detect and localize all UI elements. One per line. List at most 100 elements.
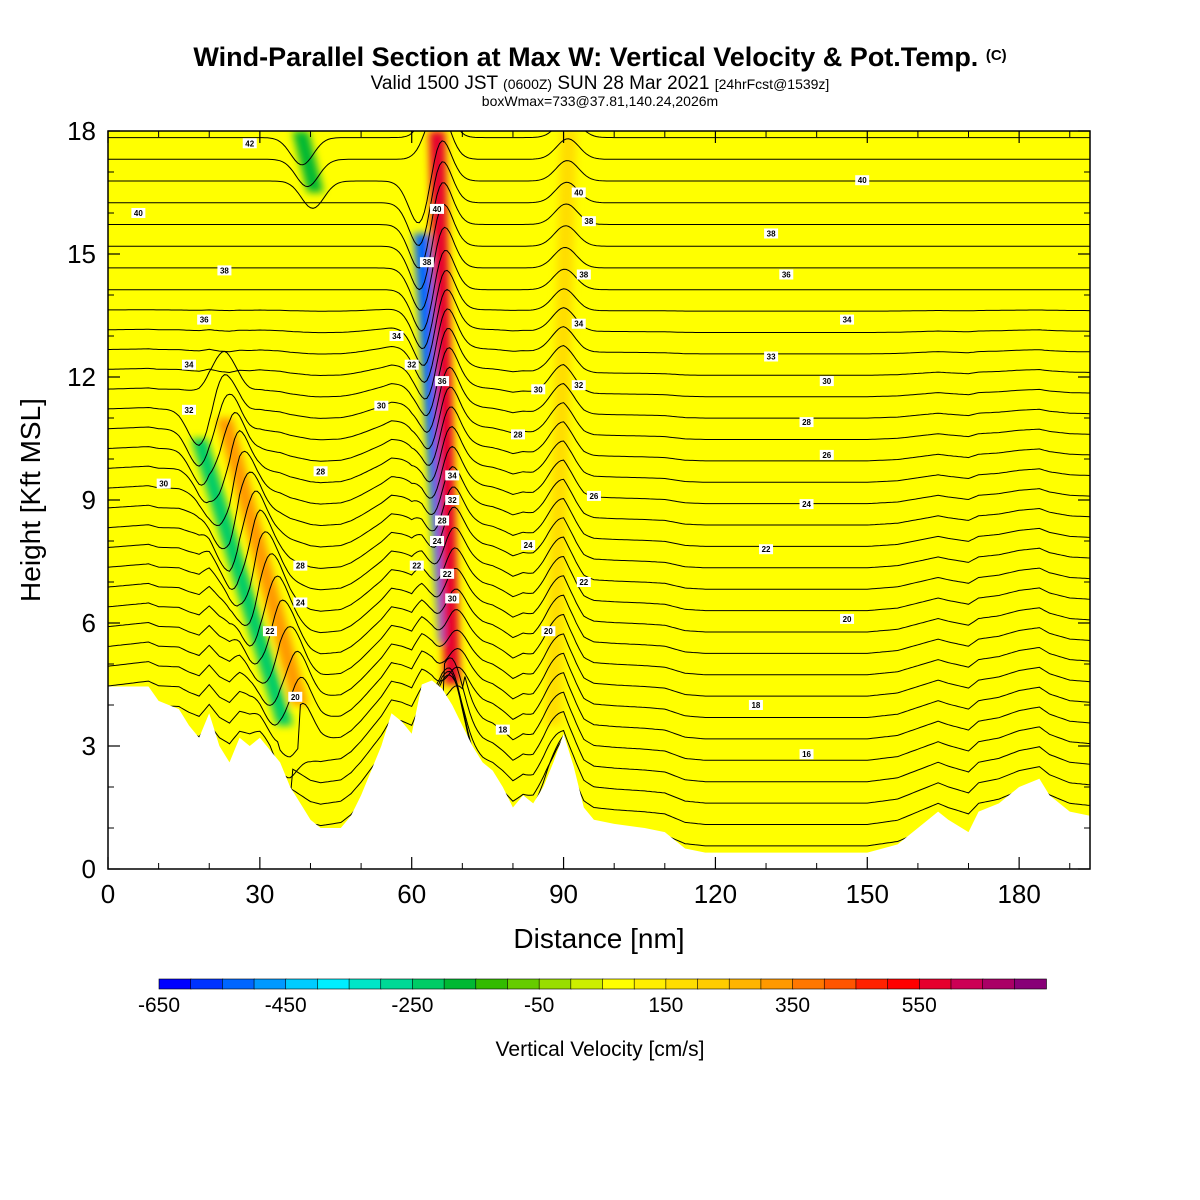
isentrope-line (108, 249, 1090, 332)
colorbar-swatch (950, 978, 984, 990)
valid-date: SUN 28 Mar 2021 (557, 73, 710, 94)
colorbar-swatch (665, 978, 699, 990)
colorbar-tick-label: -50 (524, 994, 554, 1017)
y-tick-label: 3 (82, 731, 96, 761)
colorbar-tick-label: 150 (648, 994, 683, 1017)
svg-text:34: 34 (392, 332, 401, 341)
svg-text:36: 36 (782, 271, 791, 280)
svg-text:24: 24 (524, 541, 533, 550)
svg-text:34: 34 (448, 471, 457, 480)
svg-text:40: 40 (858, 176, 867, 185)
isentrope-label: 32 (181, 404, 196, 415)
isentrope-line (108, 666, 1090, 758)
y-axis-label: Height [Kft MSL] (15, 398, 46, 602)
isentrope-label: 28 (313, 466, 328, 477)
x-tick-label: 120 (694, 879, 737, 909)
isentrope-label: 30 (374, 400, 389, 411)
isentrope-label: 22 (440, 568, 455, 579)
isentrope-line (108, 226, 1090, 311)
svg-text:24: 24 (296, 599, 305, 608)
y-tick-label: 6 (82, 608, 96, 638)
isentrope-label: 26 (586, 490, 601, 501)
forecast-info: [24hrFcst@1539z] (714, 76, 830, 92)
svg-text:22: 22 (266, 627, 275, 636)
isentrope-line (108, 131, 1090, 166)
isentrope-label: 38 (217, 265, 232, 276)
chart-title-mark: (C) (985, 47, 1007, 64)
svg-text:18: 18 (498, 726, 507, 735)
isentrope-label: 24 (521, 540, 536, 551)
svg-text:26: 26 (822, 451, 831, 460)
colorbar-swatch (538, 978, 572, 990)
updraft-band (216, 418, 309, 705)
colorbar-swatch (918, 978, 952, 990)
colorbar-swatch (285, 978, 319, 990)
x-tick-label: 150 (846, 879, 889, 909)
svg-text:26: 26 (589, 492, 598, 501)
isentrope-label: 34 (571, 318, 586, 329)
isentrope-label: 34 (181, 359, 196, 370)
isentrope-label: 32 (571, 380, 586, 391)
colorbar-swatch (380, 978, 414, 990)
colorbar-swatch (1014, 978, 1047, 990)
svg-text:28: 28 (296, 562, 305, 571)
colorbar-tick-label: -250 (391, 994, 433, 1017)
chart-subtitle: Valid 1500 JST (0600Z) SUN 28 Mar 2021 [… (0, 73, 1200, 95)
svg-text:30: 30 (534, 385, 543, 394)
colorbar-tick-label: -450 (265, 994, 307, 1017)
colorbar-swatch (222, 978, 255, 990)
svg-text:24: 24 (802, 500, 811, 509)
isentrope-label: 20 (541, 626, 556, 637)
svg-text:22: 22 (762, 545, 771, 554)
isentrope-label: 22 (409, 560, 424, 571)
isentrope-label: 28 (435, 515, 450, 526)
isentrope-label: 40 (430, 203, 445, 214)
svg-text:30: 30 (377, 402, 386, 411)
isentrope-line (108, 676, 1090, 779)
isentrope-line (108, 506, 1090, 591)
svg-text:20: 20 (843, 615, 852, 624)
svg-text:40: 40 (433, 205, 442, 214)
colorbar-swatch (412, 978, 445, 990)
svg-text:28: 28 (438, 517, 447, 526)
y-tick-label: 18 (67, 116, 96, 146)
svg-text:38: 38 (579, 271, 588, 280)
x-tick-label: 90 (549, 879, 578, 909)
x-tick-label: 0 (101, 879, 115, 909)
isentrope-label: 32 (445, 495, 460, 505)
isentrope-label: 34 (389, 331, 404, 341)
isentrope-label: 33 (764, 351, 779, 362)
isentrope-label: 36 (435, 376, 450, 387)
isentrope-label: 24 (799, 499, 814, 510)
isentrope-label: 40 (855, 175, 870, 186)
isentrope-line (108, 288, 1090, 366)
isentrope-label: 24 (430, 536, 445, 546)
colorbar-swatch (982, 978, 1016, 990)
svg-text:38: 38 (220, 266, 229, 275)
colorbar-swatch (570, 978, 604, 990)
isentrope-line (108, 269, 1090, 350)
svg-text:38: 38 (422, 258, 431, 267)
svg-text:36: 36 (200, 316, 209, 325)
isentrope-line (108, 328, 1090, 400)
isentrope-label: 34 (445, 470, 460, 481)
valid-time-utc: (0600Z) (503, 76, 553, 92)
colorbar-tick-label: 550 (902, 994, 937, 1017)
colorbar-swatch (697, 978, 731, 990)
colorbar-swatch (823, 978, 857, 990)
svg-text:42: 42 (245, 139, 254, 148)
x-axis-label: Distance [nm] (513, 923, 684, 954)
isentrope-label: 42 (242, 138, 257, 149)
isentrope-label: 30 (156, 478, 171, 489)
chart-title-text: Wind-Parallel Section at Max W: Vertical… (193, 42, 979, 72)
isentrope-label: 38 (576, 269, 591, 280)
isentrope-line (108, 629, 1090, 706)
colorbar-swatch (253, 978, 287, 990)
isentrope-label: 38 (581, 216, 596, 227)
svg-text:30: 30 (448, 594, 457, 603)
svg-text:40: 40 (134, 209, 143, 218)
isentrope-line (108, 647, 1090, 726)
isentrope-label: 34 (840, 314, 855, 325)
svg-text:32: 32 (185, 406, 194, 415)
valid-time: Valid 1500 JST (370, 73, 498, 94)
